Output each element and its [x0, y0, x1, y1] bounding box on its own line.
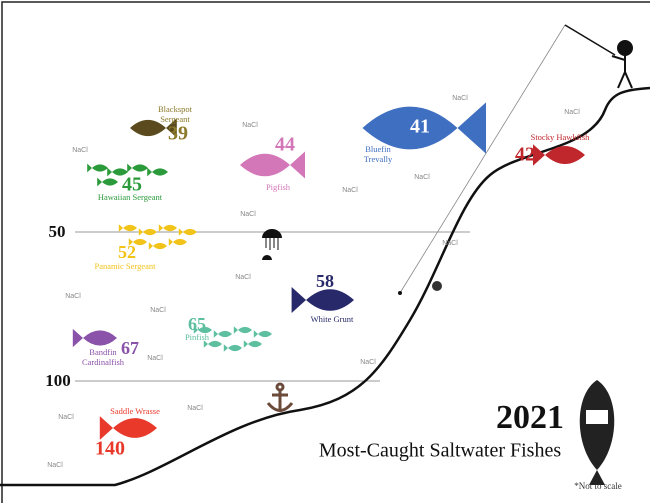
year: 2021 [496, 399, 564, 436]
salt-label: NaCl [150, 307, 166, 314]
fishing-rod [564, 24, 616, 56]
fish-shape [213, 330, 232, 338]
salt-label: NaCl [442, 240, 458, 247]
fish-shape [87, 163, 108, 173]
fish-shape [147, 167, 168, 177]
fish-shape [107, 167, 128, 177]
fish-shape [240, 151, 305, 179]
salt-label: NaCl [360, 359, 376, 366]
fish-shape [97, 177, 118, 187]
fish-shape [291, 287, 354, 313]
fish-name: Sergeant [160, 114, 190, 124]
salt-label: NaCl [72, 147, 88, 154]
fish-shape [130, 118, 177, 138]
fish-number: 67 [121, 338, 139, 358]
fish-shape [128, 238, 147, 246]
depth-label: 100 [45, 371, 71, 390]
note: *Not to scale [574, 481, 622, 491]
fish-shape [533, 144, 585, 166]
fish-name: Stocky Hawkfish [531, 132, 591, 142]
salt-label: NaCl [187, 405, 203, 412]
fish-shape [233, 326, 252, 334]
hook [398, 291, 402, 295]
fish-shape [243, 340, 262, 348]
fisher [611, 40, 633, 89]
fishing-line [399, 24, 566, 294]
salt-label: NaCl [235, 274, 251, 281]
fish-name: White Grunt [311, 314, 354, 324]
salt-label: NaCl [240, 211, 256, 218]
fish-shape [193, 326, 212, 334]
fish-shape [118, 224, 137, 232]
anchor [266, 382, 294, 412]
title: Most-Caught Saltwater Fishes [319, 440, 561, 462]
salt-label: NaCl [564, 109, 580, 116]
salt-label: NaCl [65, 293, 81, 300]
fish-shape [148, 242, 167, 250]
fish-shape [72, 328, 117, 348]
fish-shape [168, 238, 187, 246]
fish-name: Saddle Wrasse [110, 406, 160, 416]
fish-name: Pigfish [266, 182, 291, 192]
fish-name: Bluefin [365, 144, 391, 154]
fish-name: Blackspot [158, 104, 193, 114]
fish-number: 140 [95, 438, 125, 460]
fish-shape [138, 228, 157, 236]
fish-shape [158, 224, 177, 232]
fish-number: 41 [410, 116, 430, 138]
fish-shape [223, 344, 242, 352]
fish-number: 52 [118, 242, 136, 262]
fish-number: 45 [122, 174, 142, 196]
jellyfish [262, 229, 282, 260]
fish-name: Bandfin [89, 347, 117, 357]
salt-label: NaCl [414, 174, 430, 181]
salt-label: NaCl [58, 414, 74, 421]
fish-name: Trevally [364, 154, 393, 164]
salt-label: NaCl [147, 355, 163, 362]
seabed [0, 86, 650, 487]
fish-name: Panamic Sergeant [95, 261, 157, 271]
fish-number: 44 [275, 134, 295, 156]
fish-shape [178, 228, 197, 236]
salt-label: NaCl [242, 122, 258, 129]
fish-number: 65 [188, 314, 206, 334]
fish-name: Hawaiian Sergeant [98, 192, 163, 202]
fish-shape [127, 163, 148, 173]
fish-shape [99, 416, 157, 440]
logo [579, 380, 615, 485]
fish-name: Cardinalfish [82, 357, 125, 367]
fish-number: 58 [316, 271, 334, 291]
salt-label: NaCl [342, 187, 358, 194]
salt-label: NaCl [452, 95, 468, 102]
fish-name: Pinfish [185, 332, 210, 342]
fish-number: 39 [168, 123, 188, 145]
depth-label: 50 [49, 222, 66, 241]
fish-number: 42 [515, 144, 535, 166]
shell [432, 281, 442, 291]
fish-shape [253, 330, 272, 338]
salt-label: NaCl [47, 462, 63, 469]
fish-shape [362, 102, 486, 154]
fish-shape [203, 340, 222, 348]
